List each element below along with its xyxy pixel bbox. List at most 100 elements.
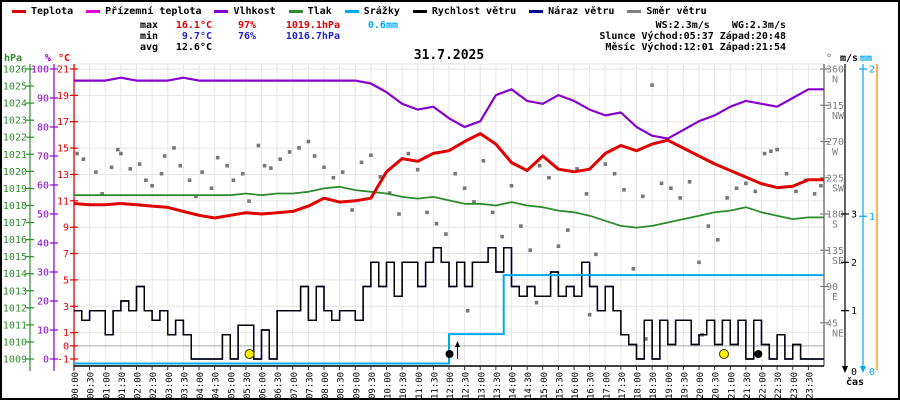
wind-direction-dot <box>812 192 817 196</box>
wind-direction-dot <box>575 167 579 171</box>
wind-direction-dot <box>594 252 598 257</box>
precip-tick-label: 0 <box>869 367 875 378</box>
wind-direction-dot <box>269 166 273 170</box>
wind-direction-dot <box>241 171 245 176</box>
legend-label: Směr větru <box>646 6 707 17</box>
time-tick-label: 19:00 <box>665 372 675 399</box>
series-precipitation <box>74 274 824 365</box>
direction-tick-label: 45 <box>826 318 838 329</box>
legend-color-dash <box>288 10 303 13</box>
temperature-tick-label: 15 <box>57 144 69 155</box>
time-tick-label: 17:30 <box>618 372 628 399</box>
wind-direction-dot <box>659 181 664 186</box>
wind-direction-dot <box>225 163 229 168</box>
wind-direction-dot <box>215 155 220 160</box>
time-tick-label: 23:30 <box>805 372 815 399</box>
wind-direction-dot <box>306 139 311 144</box>
humidity-tick-label: 90 <box>37 94 49 105</box>
wind-direction-dot <box>534 300 539 305</box>
time-tick-label: 19:30 <box>680 372 690 399</box>
temperature-tick-label: 5 <box>63 275 69 286</box>
wind-direction-dot <box>340 170 345 174</box>
max-label: max <box>140 20 159 31</box>
pressure-tick-label: 1021 <box>3 150 27 161</box>
astro-markers <box>244 341 763 359</box>
wind-direction-dot <box>75 151 79 156</box>
legend-item-sr-ky: Srážky <box>344 6 400 17</box>
wind-direction-dot <box>603 162 608 166</box>
time-tick-label: 15:30 <box>555 372 565 399</box>
min-pressure: 1016.7hPa <box>285 31 340 42</box>
wind-direction-dot <box>231 178 236 182</box>
pressure-tick-label: 1018 <box>3 201 27 212</box>
wind-summary-row: WS:2.3m/s WG:2.3m/s <box>599 20 786 31</box>
time-tick-label: 14:00 <box>509 372 519 399</box>
time-tick-label: 18:00 <box>634 372 644 399</box>
time-tick-label: 09:30 <box>368 372 378 399</box>
wind-direction-dot <box>509 184 514 188</box>
wind-direction-dot <box>528 248 533 252</box>
time-tick-label: 13:00 <box>477 372 487 399</box>
temperature-tick-label: 21 <box>57 65 69 76</box>
wind-gust-max: WG:2.3m/s <box>731 20 786 31</box>
direction-tick-label: 360 <box>826 65 844 76</box>
stats-avg-row: avg 12.6°C <box>140 42 398 53</box>
chart-date-title: 31.7.2025 <box>413 48 485 63</box>
min-label: min <box>140 31 159 42</box>
pressure-tick-label: 1026 <box>3 65 27 76</box>
wind-direction-dot <box>650 83 654 87</box>
direction-compass-label: SW <box>832 183 845 194</box>
wind-direction-dot <box>587 312 592 317</box>
direction-tick-label: 90 <box>826 282 838 293</box>
astro-wind-block: WS:2.3m/s WG:2.3m/s Slunce Východ:05:37 Z… <box>599 20 786 53</box>
wind-direction-dot <box>556 244 561 248</box>
time-tick-label: 01:30 <box>118 372 128 399</box>
wind-direction-dot <box>753 189 758 194</box>
humidity-tick-label: 70 <box>37 152 49 163</box>
avg-label: avg <box>140 42 159 53</box>
wind-direction-dot <box>162 154 167 158</box>
wind-direction-dot <box>150 184 154 188</box>
time-tick-label: 17:00 <box>602 372 612 399</box>
sunrise-time: Východ:05:37 <box>641 31 714 42</box>
time-tick-label: 16:30 <box>587 372 597 399</box>
temperature-tick-label: 9 <box>63 223 69 234</box>
wind-direction-dot <box>415 167 420 172</box>
time-axis-title: čas <box>846 376 864 388</box>
time-tick-label: 12:30 <box>462 372 472 399</box>
wind-direction-dot <box>369 153 373 157</box>
wind-tick-label: 0 <box>851 367 857 378</box>
legend-label: Tlak <box>307 6 332 17</box>
wind-direction-dot <box>109 165 114 170</box>
wind-direction-dot <box>500 234 504 239</box>
pressure-tick-label: 1024 <box>3 99 27 110</box>
direction-axis-header: ° <box>826 53 832 64</box>
wind-axis-header: m/s <box>840 53 858 64</box>
wind-direction-dot <box>762 151 767 156</box>
humidity-tick-label: 40 <box>37 239 49 250</box>
temperature-axis-header: °C <box>58 53 70 64</box>
stats-min-row: min 9.7°C 76% 1016.7hPa <box>140 31 398 42</box>
legend-color-dash <box>214 10 229 13</box>
wind-direction-dot <box>312 154 317 158</box>
time-axis: 00:00 00:30 01:00 01:30 02:00 02:30 03:00 03:30… <box>71 365 864 399</box>
wind-direction-dot <box>194 194 198 199</box>
pressure-tick-label: 1023 <box>3 116 27 127</box>
time-tick-label: 00:30 <box>87 372 97 399</box>
min-humidity: 76% <box>237 31 256 42</box>
direction-compass-label: NE <box>832 328 844 339</box>
wind-direction-dot <box>100 192 104 196</box>
wind-direction-dot <box>641 194 645 199</box>
left-axes: hPa1026102510241023102210211020101910181… <box>3 53 78 371</box>
wind-direction-dot <box>784 171 789 176</box>
legend-item-sm-r-v-tru: Směr větru <box>627 6 707 17</box>
legend-color-dash <box>86 10 101 13</box>
sun-label: Slunce <box>599 31 636 42</box>
pressure-tick-label: 1010 <box>3 337 27 348</box>
wind-direction-dot <box>187 178 192 182</box>
wind-direction-dot <box>359 160 364 165</box>
time-tick-label: 03:30 <box>180 372 190 399</box>
sun-row: Slunce Východ:05:37 Západ:20:48 <box>599 31 786 42</box>
wind-direction-dot <box>397 212 401 216</box>
time-tick-label: 05:30 <box>243 372 253 399</box>
